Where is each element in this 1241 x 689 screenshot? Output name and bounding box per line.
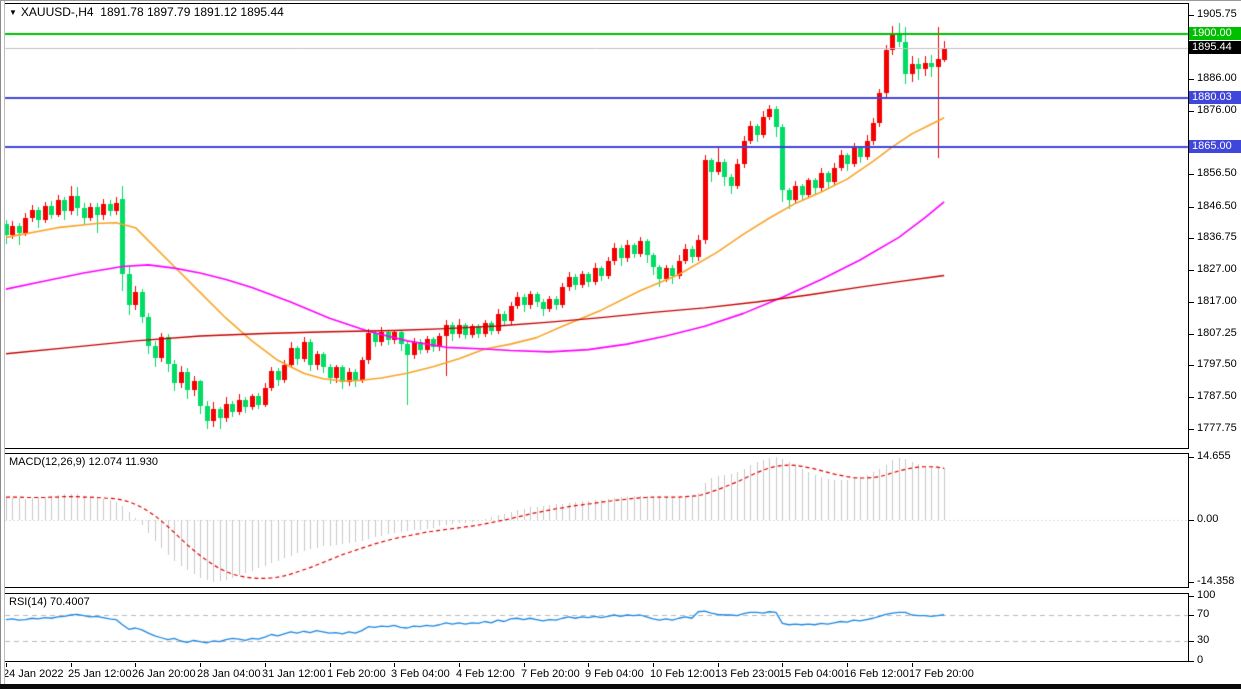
tick-mark-price-1797.5 xyxy=(1189,365,1194,366)
tick-mark-price-1846.5 xyxy=(1189,207,1194,208)
tick-mark-rsi-100 xyxy=(1189,596,1194,597)
axis-label-price-1876: 1876.00 xyxy=(1197,104,1237,116)
window-left-frame xyxy=(0,1,5,689)
tick-mark-price-1856.5 xyxy=(1189,174,1194,175)
axis-label-price-1787.5: 1787.50 xyxy=(1197,390,1237,402)
axis-label-price-1846.5: 1846.50 xyxy=(1197,200,1237,212)
tick-mark-rsi-30 xyxy=(1189,641,1194,642)
axis-label-rsi-0: 0 xyxy=(1197,654,1204,666)
price-badge-1865.00: 1865.00 xyxy=(1189,140,1241,153)
time-label: 17 Feb 20:00 xyxy=(909,668,974,680)
axis-label-price-1827: 1827.00 xyxy=(1197,263,1237,275)
time-tick-mark xyxy=(782,663,783,667)
rsi-indicator-label: RSI(14) 70.4007 xyxy=(9,596,90,608)
time-label: 15 Feb 04:00 xyxy=(779,668,844,680)
time-label: 9 Feb 04:00 xyxy=(585,668,644,680)
tick-mark-rsi-70 xyxy=(1189,615,1194,616)
time-label: 26 Jan 20:00 xyxy=(132,668,196,680)
price-badge-1895.44: 1895.44 xyxy=(1189,41,1241,54)
axis-label-macd-14.655: 14.655 xyxy=(1197,450,1231,462)
tick-mark-price-1777.75 xyxy=(1189,429,1194,430)
axis-label-price-1905.75: 1905.75 xyxy=(1197,8,1237,20)
tick-mark-macd-14.655 xyxy=(1189,457,1194,458)
time-tick-mark xyxy=(459,663,460,667)
time-tick-mark xyxy=(718,663,719,667)
price-axis-scale[interactable]: 1905.75 1886.00 1876.00 1856.50 1846.50 1836.… xyxy=(1189,1,1241,666)
time-label: 31 Jan 12:00 xyxy=(262,668,326,680)
axis-label-macd-0.00: 0.00 xyxy=(1197,513,1219,525)
time-tick-mark xyxy=(6,663,7,667)
time-axis-scale[interactable]: 24 Jan 2022 25 Jan 12:00 26 Jan 20:00 28 Ja… xyxy=(0,663,1189,685)
macd-indicator-label: MACD(12,26,9) 12.074 11.930 xyxy=(9,456,158,468)
time-label: 7 Feb 20:00 xyxy=(521,668,580,680)
time-tick-mark xyxy=(200,663,201,667)
axis-label-price-1856.5: 1856.50 xyxy=(1197,167,1237,179)
axis-label-rsi-70: 70 xyxy=(1197,608,1210,620)
tick-mark-rsi-0 xyxy=(1189,661,1194,662)
price-badge-1880.03: 1880.03 xyxy=(1189,91,1241,104)
time-tick-mark xyxy=(912,663,913,667)
axis-label-macd--14.358: -14.358 xyxy=(1197,575,1235,587)
time-label: 28 Jan 04:00 xyxy=(197,668,261,680)
time-tick-mark xyxy=(588,663,589,667)
time-tick-mark xyxy=(135,663,136,667)
tick-mark-price-1886 xyxy=(1189,79,1194,80)
time-label: 3 Feb 04:00 xyxy=(391,668,450,680)
tick-mark-price-1876 xyxy=(1189,111,1194,112)
axis-label-price-1836.75: 1836.75 xyxy=(1197,231,1237,243)
time-tick-mark xyxy=(71,663,72,667)
time-label: 10 Feb 12:00 xyxy=(650,668,715,680)
symbol-dropdown-icon[interactable]: ▼ xyxy=(9,8,17,17)
axis-label-price-1807.25: 1807.25 xyxy=(1197,327,1237,339)
axis-label-price-1817: 1817.00 xyxy=(1197,295,1237,307)
tick-mark-macd--14.358 xyxy=(1189,582,1194,583)
tick-mark-macd-0.00 xyxy=(1189,520,1194,521)
time-tick-mark xyxy=(653,663,654,667)
time-tick-mark xyxy=(394,663,395,667)
time-label: 13 Feb 23:00 xyxy=(715,668,780,680)
ohlc-readout: 1891.78 1897.79 1891.12 1895.44 xyxy=(100,5,284,19)
tick-mark-price-1817 xyxy=(1189,302,1194,303)
time-label: 4 Feb 12:00 xyxy=(456,668,515,680)
time-label: 16 Feb 12:00 xyxy=(844,668,909,680)
window-bottom-strip xyxy=(0,684,1241,689)
tick-mark-price-1836.75 xyxy=(1189,238,1194,239)
time-tick-mark xyxy=(847,663,848,667)
tick-mark-price-1787.5 xyxy=(1189,397,1194,398)
price-badge-1900.00: 1900.00 xyxy=(1189,27,1241,40)
time-label: 1 Feb 20:00 xyxy=(327,668,386,680)
tick-mark-price-1905.75 xyxy=(1189,15,1194,16)
chart-title: ▼ XAUUSD-,H4 1891.78 1897.79 1891.12 1895… xyxy=(9,5,284,19)
tick-mark-price-1807.25 xyxy=(1189,334,1194,335)
tick-mark-price-1827 xyxy=(1189,270,1194,271)
time-tick-mark xyxy=(330,663,331,667)
symbol-period-label: XAUUSD-,H4 xyxy=(20,5,94,19)
time-label: 25 Jan 12:00 xyxy=(68,668,132,680)
axis-label-price-1777.75: 1777.75 xyxy=(1197,422,1237,434)
time-label: 24 Jan 2022 xyxy=(3,668,64,680)
time-tick-mark xyxy=(265,663,266,667)
axis-label-price-1797.5: 1797.50 xyxy=(1197,358,1237,370)
time-tick-mark xyxy=(524,663,525,667)
axis-label-rsi-30: 30 xyxy=(1197,634,1210,646)
axis-label-rsi-100: 100 xyxy=(1197,589,1216,601)
axis-label-price-1886: 1886.00 xyxy=(1197,72,1237,84)
